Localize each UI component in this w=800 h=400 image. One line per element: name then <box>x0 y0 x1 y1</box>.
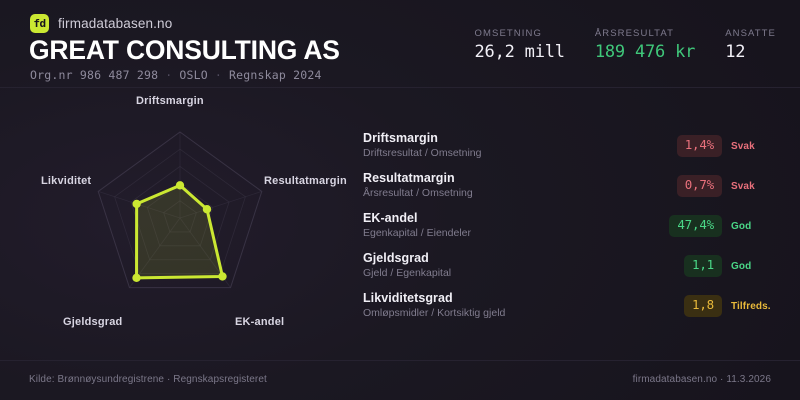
metric-right: 1,8 Tilfreds. <box>661 295 783 317</box>
metric-value-badge: 1,1 <box>684 255 722 277</box>
status-badge: God <box>731 260 752 272</box>
metric-row-ek-andel: EK-andel Egenkapital / Eiendeler 47,4% G… <box>363 206 783 246</box>
metric-formula: Gjeld / Egenkapital <box>363 267 452 280</box>
meta-separator-1: · <box>165 68 173 82</box>
metric-text: Gjeldsgrad Gjeld / Egenkapital <box>363 251 661 281</box>
radar-label-driftsmargin: Driftsmargin <box>136 95 204 107</box>
metric-row-likviditetsgrad: Likviditetsgrad Omløpsmidler / Kortsikti… <box>363 286 783 326</box>
brand[interactable]: fd firmadatabasen.no <box>30 14 172 33</box>
radar-series-points <box>132 181 227 283</box>
metric-right: 1,1 God <box>661 255 783 277</box>
metric-row-resultatmargin: Resultatmargin Årsresultat / Omsetning 0… <box>363 166 783 206</box>
metric-formula: Egenkapital / Eiendeler <box>363 227 471 240</box>
company-orgnr: Org.nr 986 487 298 <box>30 68 159 82</box>
radar-point-likviditet <box>132 199 141 209</box>
footer-source: Kilde: Brønnøysundregistrene · Regnskaps… <box>29 374 267 385</box>
kpi-arsresultat: ÅRSRESULTAT 189 476 kr <box>594 28 696 62</box>
company-meta: Org.nr 986 487 298 · OSLO · Regnskap 202… <box>30 68 322 82</box>
page-title: GREAT CONSULTING AS <box>29 35 340 65</box>
metric-name: EK-andel <box>363 210 418 225</box>
kpi-omsetning-label: OMSETNING <box>474 28 542 39</box>
radar-label-likviditet: Likviditet <box>41 175 92 187</box>
status-badge: Tilfreds. <box>731 300 771 312</box>
kpi-ansatte-label: ANSATTE <box>725 28 776 39</box>
radar-label-resultatmargin: Resultatmargin <box>264 175 347 187</box>
status-badge: Svak <box>731 180 755 192</box>
metric-row-gjeldsgrad: Gjeldsgrad Gjeld / Egenkapital 1,1 God <box>363 246 783 286</box>
metric-formula: Omløpsmidler / Kortsiktig gjeld <box>363 307 506 320</box>
kpi-ansatte-value: 12 <box>725 42 746 62</box>
footer-meta: firmadatabasen.no · 11.3.2026 <box>632 374 771 385</box>
metric-right: 47,4% God <box>661 215 783 237</box>
kpi-ansatte: ANSATTE 12 <box>725 28 776 61</box>
firmadatabasen-logo-icon: fd <box>30 14 49 33</box>
brand-name: firmadatabasen.no <box>58 16 173 31</box>
radar-point-resultatmargin <box>202 205 212 214</box>
radar-chart-svg <box>97 131 263 289</box>
metric-value-badge: 1,4% <box>676 135 722 157</box>
metric-name: Resultatmargin <box>363 170 455 185</box>
radar-chart: Driftsmargin Resultatmargin EK-andel Gje… <box>0 88 360 360</box>
kpi-group: OMSETNING 26,2 mill ÅRSRESULTAT 189 476 … <box>475 28 777 61</box>
metric-text: EK-andel Egenkapital / Eiendeler <box>363 211 661 241</box>
radar-point-gjeldsgrad <box>132 273 141 283</box>
radar-grid <box>97 131 263 289</box>
meta-separator-2: · <box>214 68 222 82</box>
metric-name: Driftsmargin <box>363 130 438 145</box>
metric-value-badge: 0,7% <box>676 175 722 197</box>
metric-text: Likviditetsgrad Omløpsmidler / Kortsikti… <box>363 291 661 321</box>
status-badge: God <box>731 220 752 232</box>
metric-text: Driftsmargin Driftsresultat / Omsetning <box>363 131 661 161</box>
metric-name: Likviditetsgrad <box>363 290 453 305</box>
footer: Kilde: Brønnøysundregistrene · Regnskaps… <box>0 360 800 400</box>
radar-label-ek-andel: EK-andel <box>235 316 285 328</box>
metric-row-driftsmargin: Driftsmargin Driftsresultat / Omsetning … <box>363 126 783 166</box>
radar-point-driftsmargin <box>175 181 185 190</box>
radar-label-gjeldsgrad: Gjeldsgrad <box>63 316 123 328</box>
metric-text: Resultatmargin Årsresultat / Omsetning <box>363 171 661 201</box>
metric-value-badge: 47,4% <box>669 215 722 237</box>
radar-series-area <box>135 183 224 280</box>
metric-formula: Driftsresultat / Omsetning <box>363 147 482 160</box>
radar-point-ek-andel <box>218 272 227 281</box>
metric-value-badge: 1,8 <box>684 295 722 317</box>
status-badge: Svak <box>731 140 755 152</box>
metric-right: 0,7% Svak <box>661 175 783 197</box>
metric-formula: Årsresultat / Omsetning <box>363 187 473 200</box>
kpi-arsresultat-label: ÅRSRESULTAT <box>594 28 674 39</box>
kpi-omsetning: OMSETNING 26,2 mill <box>474 28 566 62</box>
kpi-arsresultat-value: 189 476 kr <box>594 42 696 62</box>
header: fd firmadatabasen.no GREAT CONSULTING AS… <box>0 0 800 88</box>
kpi-omsetning-value: 26,2 mill <box>474 42 566 62</box>
company-city: OSLO <box>179 68 208 82</box>
metric-name: Gjeldsgrad <box>363 250 429 265</box>
company-fiscal-year: Regnskap 2024 <box>228 68 322 82</box>
metrics-list: Driftsmargin Driftsresultat / Omsetning … <box>363 126 783 326</box>
metric-right: 1,4% Svak <box>661 135 783 157</box>
